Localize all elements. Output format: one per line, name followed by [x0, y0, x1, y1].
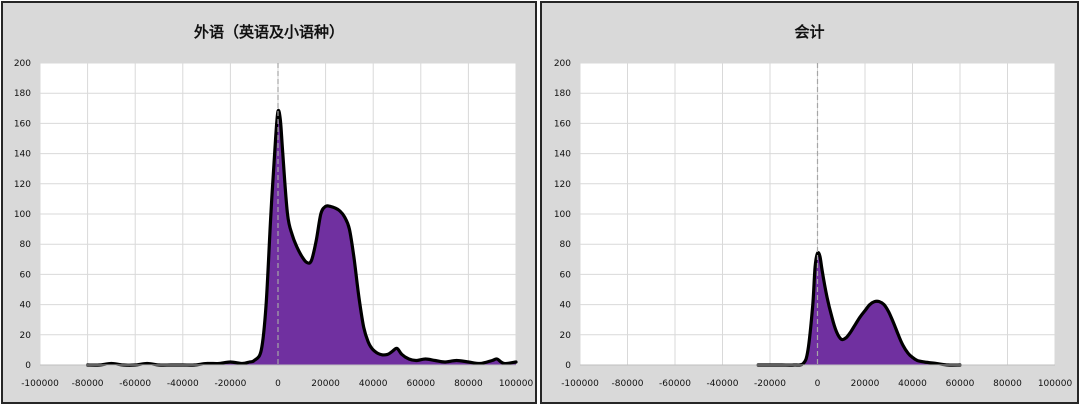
chart-panel-accounting: 会计 0 20 40 60 80 100 120 140 160 180 200 -100000 -80…: [540, 1, 1079, 404]
y-tick-label: 100: [14, 210, 31, 220]
y-tick-label: 180: [14, 89, 31, 99]
chart-title: 外语（英语及小语种）: [193, 23, 344, 41]
area-fill: [87, 110, 516, 366]
series-line: [756, 250, 962, 367]
x-tick-label: -20000: [754, 379, 786, 389]
x-tick-label: -100000: [561, 379, 599, 389]
y-tick-label: 40: [560, 301, 572, 311]
x-tick-label: 80000: [993, 379, 1022, 389]
x-tick-label: -80000: [72, 379, 104, 389]
chart-panel-foreign-language: 外语（英语及小语种） 0 20 40 60 80 100 120 140 160 180 200 -1…: [1, 1, 537, 404]
x-tick-label: 0: [275, 379, 281, 389]
y-tick-label: 140: [554, 150, 571, 160]
x-tick-label: -20000: [214, 379, 246, 389]
y-tick-label: 200: [554, 59, 571, 69]
y-tick-label: 160: [554, 119, 571, 129]
y-tick-label: 140: [14, 150, 31, 160]
x-tick-label: -60000: [659, 379, 691, 389]
x-tick-label: 100000: [499, 379, 534, 389]
y-tick-label: 0: [565, 361, 571, 371]
x-tick-label: -100000: [21, 379, 59, 389]
area-fill: [758, 252, 960, 366]
y-tick-label: 0: [25, 361, 31, 371]
x-tick-label: -40000: [167, 379, 199, 389]
y-tick-label: 60: [560, 270, 572, 280]
x-tick-label: 20000: [311, 379, 340, 389]
y-tick-label: 80: [20, 240, 32, 250]
x-tick-label: 100000: [1038, 379, 1073, 389]
series-line: [86, 108, 518, 367]
x-tick-label: -40000: [707, 379, 739, 389]
y-tick-label: 120: [14, 180, 31, 190]
y-tick-label: 80: [560, 240, 572, 250]
y-tick-label: 180: [554, 89, 571, 99]
x-tick-label: 20000: [851, 379, 880, 389]
x-tick-label: 60000: [946, 379, 975, 389]
y-tick-label: 160: [14, 119, 31, 129]
x-tick-label: 40000: [898, 379, 927, 389]
x-tick-label: 60000: [406, 379, 435, 389]
y-tick-label: 120: [554, 180, 571, 190]
y-tick-label: 100: [554, 210, 571, 220]
y-tick-label: 20: [20, 331, 32, 341]
x-tick-label: -80000: [612, 379, 644, 389]
chart-title: 会计: [794, 23, 825, 41]
x-tick-label: 40000: [359, 379, 388, 389]
x-tick-label: 0: [815, 379, 821, 389]
y-tick-label: 20: [560, 331, 572, 341]
y-tick-label: 200: [14, 59, 31, 69]
y-tick-label: 40: [20, 301, 32, 311]
y-tick-label: 60: [20, 270, 32, 280]
x-tick-label: -60000: [119, 379, 151, 389]
chart-plot-accounting: 0 20 40 60 80 100 120 140 160 180 200 -100000 -80000…: [554, 59, 1073, 389]
chart-plot-foreign-language: 0 20 40 60 80 100 120 140 160 180 200 -100000 -80000…: [14, 59, 534, 389]
x-tick-label: 80000: [454, 379, 483, 389]
